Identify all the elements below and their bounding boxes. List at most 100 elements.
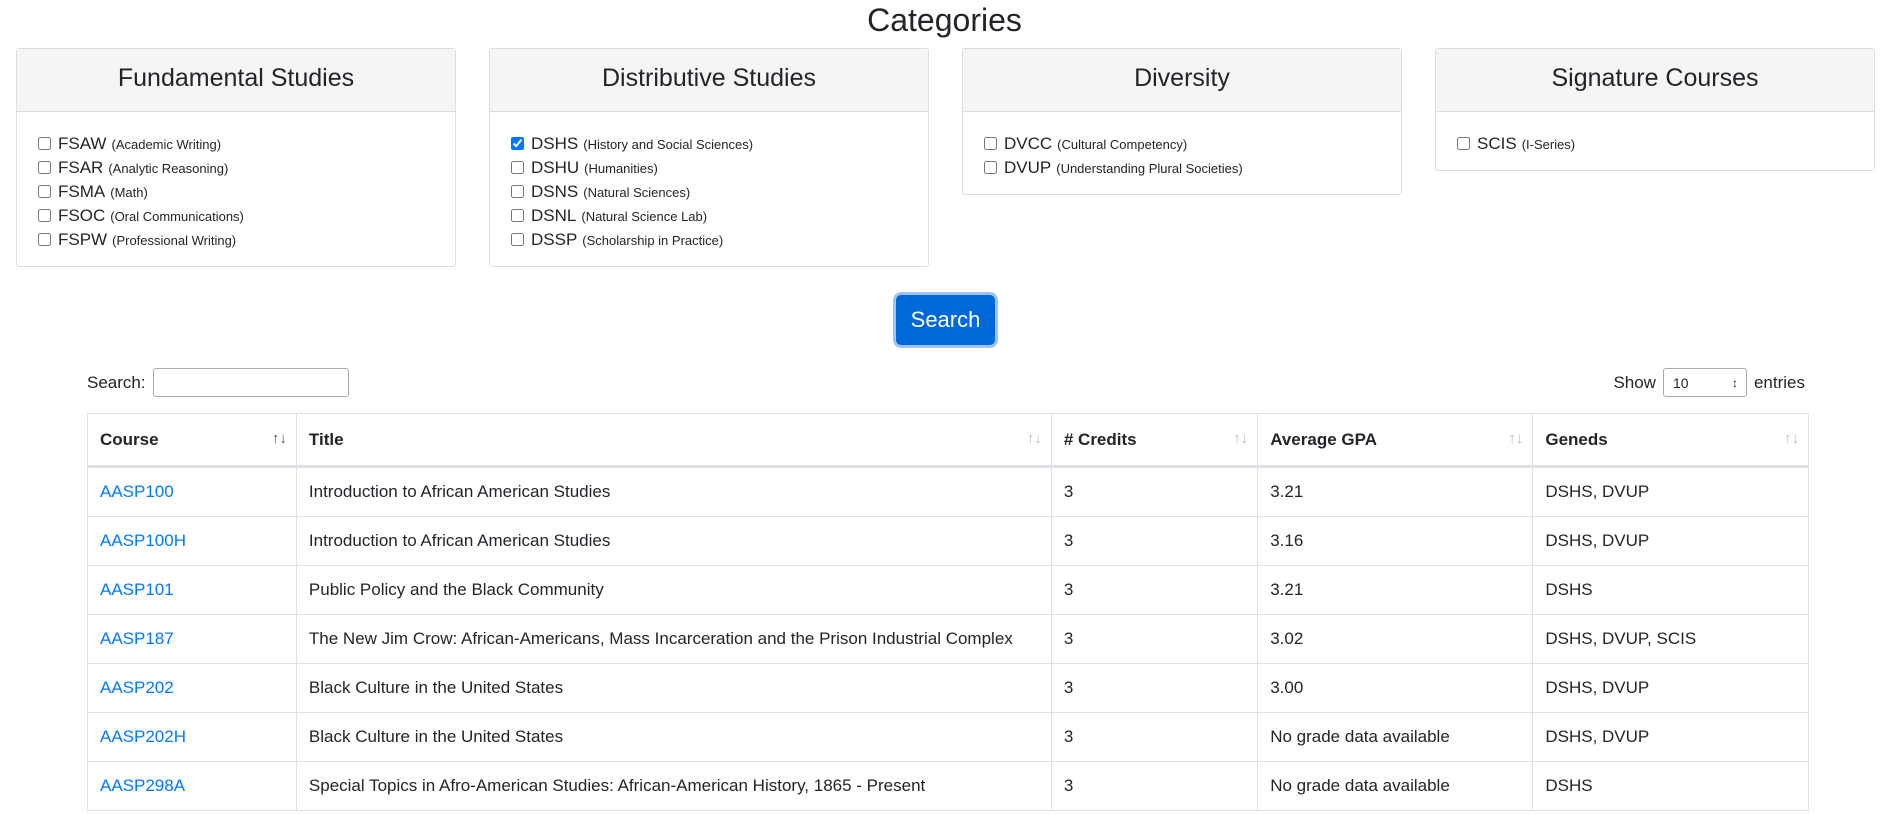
table-cell: 3.16 (1257, 516, 1534, 566)
gened-option: FSOC (Oral Communications) (37, 204, 435, 228)
gened-checkbox[interactable] (511, 232, 524, 246)
gened-checkbox[interactable] (511, 136, 524, 150)
panel-title: Distributive Studies (490, 49, 928, 112)
table-cell: Special Topics in Afro-American Studies:… (295, 761, 1052, 811)
table-cell: DSHS (1532, 761, 1809, 811)
table-cell: 3.21 (1257, 565, 1534, 615)
search-label: Search: (87, 372, 146, 392)
gened-checkbox[interactable] (38, 208, 51, 222)
gened-checkbox[interactable] (984, 136, 997, 150)
table-search: Search: (87, 368, 349, 397)
column-header[interactable]: Average GPA (1257, 413, 1534, 468)
panel-body: FSAW (Academic Writing) FSAR (Analytic Reas… (17, 112, 455, 266)
gened-option: FSAR (Analytic Reasoning) (37, 156, 435, 180)
gened-checkbox[interactable] (511, 208, 524, 222)
course-link[interactable]: AASP202H (100, 727, 186, 746)
course-link[interactable]: AASP202 (100, 678, 174, 697)
table-cell: Black Culture in the United States (295, 712, 1052, 762)
gened-description: (Math) (110, 184, 148, 200)
gened-description: (Cultural Competency) (1057, 136, 1188, 152)
table-cell: 3 (1050, 663, 1259, 713)
column-header[interactable]: Geneds (1532, 413, 1809, 468)
gened-code: DSSP (531, 230, 578, 249)
table-cell: Black Culture in the United States (295, 663, 1052, 713)
panel-body: DSHS (History and Social Sciences) DSHU (Hu… (490, 112, 928, 266)
table-head: CourseTitle# CreditsAverage GPAGeneds (87, 413, 1809, 468)
course-link[interactable]: AASP100 (100, 482, 174, 501)
table-cell: AASP100H (87, 516, 297, 566)
panel-title: Diversity (963, 49, 1401, 112)
gened-checkbox[interactable] (38, 184, 51, 198)
gened-option: FSAW (Academic Writing) (37, 132, 435, 156)
table-row: AASP100 Introduction to African American … (87, 466, 1809, 517)
course-link[interactable]: AASP101 (100, 580, 174, 599)
gened-description: (Scholarship in Practice) (582, 232, 724, 248)
gened-code: DSHU (531, 158, 580, 177)
gened-option: DSSP (Scholarship in Practice) (510, 228, 908, 252)
gened-code: FSOC (58, 206, 106, 225)
gened-checkbox[interactable] (1457, 136, 1470, 150)
gened-checkbox[interactable] (38, 160, 51, 174)
column-header[interactable]: # Credits (1050, 413, 1259, 468)
table-cell: AASP101 (87, 565, 297, 615)
gened-option: DVCC (Cultural Competency) (983, 132, 1381, 156)
panel-title: Signature Courses (1436, 49, 1874, 112)
table-row: AASP298A Special Topics in Afro-American … (87, 761, 1809, 811)
table-cell: DSHS, DVUP (1532, 712, 1809, 762)
column-header[interactable]: Course (87, 413, 297, 468)
table-cell: AASP100 (87, 466, 297, 517)
column-header[interactable]: Title (295, 413, 1052, 468)
course-link[interactable]: AASP100H (100, 531, 186, 550)
table-cell: DSHS, DVUP, SCIS (1532, 614, 1809, 664)
gened-code: DVUP (1004, 158, 1052, 177)
page-size-control: Show 10 entries (1613, 368, 1805, 397)
gened-option: DSNL (Natural Science Lab) (510, 204, 908, 228)
course-link[interactable]: AASP187 (100, 629, 174, 648)
table-cell: The New Jim Crow: African-Americans, Mas… (295, 614, 1052, 664)
table-cell: Introduction to African American Studies (295, 466, 1052, 517)
category-panel: Distributive Studies DSHS (History and Soc… (489, 48, 929, 267)
table-cell: 3.00 (1257, 663, 1534, 713)
gened-code: DSNS (531, 182, 579, 201)
table-cell: DSHS (1532, 565, 1809, 615)
table-body: AASP100 Introduction to African American … (87, 466, 1809, 811)
table-cell: DSHS, DVUP (1532, 663, 1809, 713)
gened-checkbox[interactable] (984, 160, 997, 174)
gened-option: SCIS (I-Series) (1456, 132, 1854, 156)
gened-checkbox[interactable] (38, 136, 51, 150)
table-cell: 3.21 (1257, 466, 1534, 517)
table-cell: 3 (1050, 712, 1259, 762)
search-input[interactable] (152, 368, 349, 397)
table-cell: 3 (1050, 565, 1259, 615)
table-row: AASP187 The New Jim Crow: African-America… (87, 614, 1809, 664)
category-panel: Fundamental Studies FSAW (Academic Writing… (16, 48, 456, 267)
table-cell: AASP187 (87, 614, 297, 664)
table-cell: 3 (1050, 761, 1259, 811)
gened-option: DSHS (History and Social Sciences) (510, 132, 908, 156)
gened-description: (History and Social Sciences) (583, 136, 754, 152)
page-size-select[interactable]: 10 (1662, 368, 1747, 397)
panel-body: SCIS (I-Series) (1436, 112, 1874, 170)
search-button[interactable]: Search (896, 295, 995, 345)
table-cell: AASP298A (87, 761, 297, 811)
course-link[interactable]: AASP298A (100, 776, 186, 795)
gened-checkbox[interactable] (38, 232, 51, 246)
gened-option: DVUP (Understanding Plural Societies) (983, 156, 1381, 180)
table-cell: Public Policy and the Black Community (295, 565, 1052, 615)
header-row: CourseTitle# CreditsAverage GPAGeneds (87, 413, 1809, 468)
gened-code: FSPW (58, 230, 108, 249)
course-table: CourseTitle# CreditsAverage GPAGeneds AA… (87, 413, 1809, 811)
table-cell: No grade data available (1257, 712, 1534, 762)
table-row: AASP101 Public Policy and the Black Commu… (87, 565, 1809, 615)
table-row: AASP100H Introduction to African American… (87, 516, 1809, 566)
gened-option: FSMA (Math) (37, 180, 435, 204)
gened-description: (I-Series) (1521, 136, 1576, 152)
table-cell: No grade data available (1257, 761, 1534, 811)
table-cell: AASP202H (87, 712, 297, 762)
table-row: AASP202H Black Culture in the United Stat… (87, 712, 1809, 762)
gened-checkbox[interactable] (511, 160, 524, 174)
gened-checkbox[interactable] (511, 184, 524, 198)
table-row: AASP202 Black Culture in the United State… (87, 663, 1809, 713)
gened-code: FSMA (58, 182, 106, 201)
